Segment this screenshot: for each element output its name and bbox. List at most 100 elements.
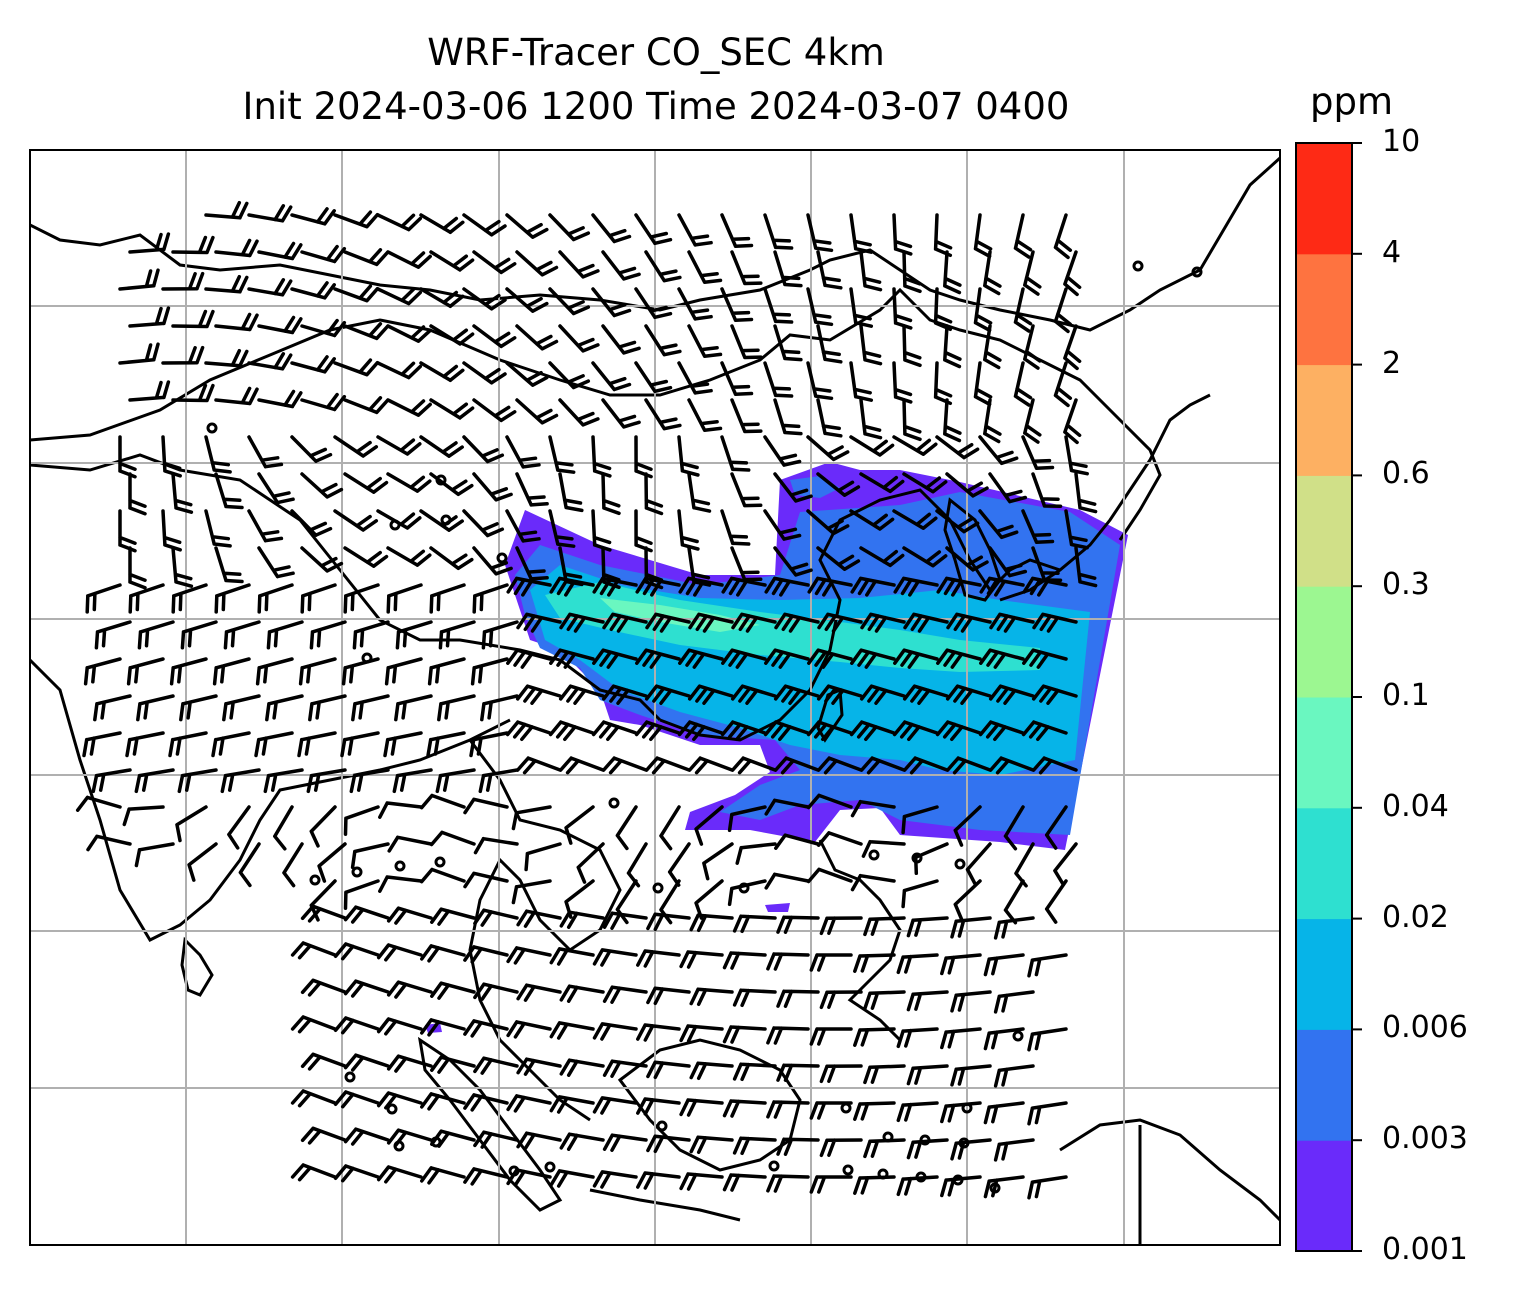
wind-barb xyxy=(816,546,861,571)
wind-barb xyxy=(177,768,218,794)
wind-barb xyxy=(470,657,509,686)
wind-barb xyxy=(214,472,244,510)
wind-barb xyxy=(950,1138,992,1161)
colorbar-tick-label: 0.006 xyxy=(1382,1010,1468,1046)
wind-barb xyxy=(1022,648,1068,669)
wind-barb xyxy=(564,805,595,845)
wind-barb xyxy=(420,1166,466,1185)
wind-barb xyxy=(902,546,948,568)
wind-barb xyxy=(473,908,519,927)
wind-barb xyxy=(1053,213,1073,260)
wind-barb xyxy=(602,911,648,930)
wind-barb xyxy=(376,1165,423,1184)
wind-barb xyxy=(515,250,559,277)
wind-barb xyxy=(893,576,939,597)
wind-barb xyxy=(300,546,344,573)
wind-barb xyxy=(945,756,992,775)
wind-barb xyxy=(386,324,432,343)
wind-barb xyxy=(679,1172,724,1191)
wind-barb xyxy=(247,435,284,469)
wind-barb xyxy=(257,389,303,409)
wind-barb xyxy=(472,324,517,349)
wind-barb xyxy=(935,435,980,460)
wind-barb xyxy=(1022,576,1068,597)
wind-barb xyxy=(128,380,171,402)
wind-barb xyxy=(462,287,507,311)
wind-barb xyxy=(602,985,648,1004)
wind-barb xyxy=(333,1164,380,1183)
wind-barb xyxy=(290,281,336,300)
wind-barb xyxy=(386,980,433,999)
wind-barb xyxy=(965,842,992,886)
wind-barb xyxy=(819,1064,863,1084)
wind-barb xyxy=(282,842,304,888)
calm-wind-marker xyxy=(389,519,401,531)
calm-wind-marker xyxy=(882,1131,894,1143)
wind-barb xyxy=(128,546,147,590)
wind-barb xyxy=(988,684,1035,705)
wind-barb xyxy=(558,756,605,775)
wind-barb xyxy=(126,657,165,686)
wind-barb xyxy=(689,1061,734,1081)
wind-barb xyxy=(175,805,208,843)
colorbar-tick-label: 0.003 xyxy=(1382,1121,1468,1157)
wind-barb xyxy=(478,768,519,794)
wind-barb xyxy=(626,842,648,888)
wind-barb xyxy=(351,694,390,722)
wind-barb xyxy=(214,312,259,332)
wind-barb xyxy=(75,795,122,812)
wind-barb xyxy=(721,648,767,669)
colorbar-segment xyxy=(1296,918,1352,1030)
wind-barb xyxy=(722,1099,767,1118)
calm-wind-marker xyxy=(842,1164,854,1176)
wind-barb xyxy=(290,435,333,463)
wind-barb xyxy=(1064,435,1089,476)
wind-barb xyxy=(515,684,562,705)
calm-wind-marker xyxy=(877,1168,889,1180)
wind-barb xyxy=(689,913,734,933)
wind-barb xyxy=(816,398,843,438)
wind-barb xyxy=(387,835,433,853)
wind-barb xyxy=(945,684,992,705)
wind-barb xyxy=(679,1098,724,1117)
wind-barb xyxy=(429,324,475,346)
wind-barb xyxy=(979,576,1025,597)
wind-barb xyxy=(290,1163,337,1182)
wind-barb xyxy=(943,398,962,443)
wind-barb xyxy=(515,472,549,507)
wind-barb xyxy=(506,946,552,965)
calm-wind-marker xyxy=(958,1137,970,1149)
wind-barb xyxy=(766,1174,810,1193)
wind-barb xyxy=(204,200,249,220)
wind-barb xyxy=(548,720,595,742)
map-title-line1: WRF-Tracer CO_SEC 4km xyxy=(427,31,885,74)
wind-barb xyxy=(602,1133,648,1152)
wind-barb xyxy=(118,268,160,291)
wind-barb xyxy=(730,684,777,705)
wind-barb xyxy=(473,982,519,1001)
wind-barb xyxy=(472,398,517,423)
wind-barb xyxy=(591,720,638,742)
wind-barb xyxy=(257,583,294,614)
wind-barb xyxy=(343,1127,390,1146)
wind-barb xyxy=(419,793,466,810)
calm-wind-marker xyxy=(954,858,966,870)
wind-barb xyxy=(677,720,724,742)
wind-barb xyxy=(859,398,883,440)
wind-barb xyxy=(300,904,347,923)
wind-barb xyxy=(806,867,853,884)
wind-barb xyxy=(936,576,982,597)
wind-barb xyxy=(936,648,982,669)
wind-barb xyxy=(850,873,896,892)
wind-barb xyxy=(309,805,337,848)
wind-barb xyxy=(764,576,810,597)
wind-barb xyxy=(1021,509,1055,544)
wind-barb xyxy=(892,435,938,456)
wind-barb xyxy=(720,213,754,248)
calm-wind-marker xyxy=(496,552,508,564)
wind-barb xyxy=(816,831,863,847)
wind-barb xyxy=(511,805,552,831)
wind-barb xyxy=(506,1094,552,1113)
wind-barb xyxy=(819,916,863,936)
wind-barb xyxy=(773,472,813,503)
